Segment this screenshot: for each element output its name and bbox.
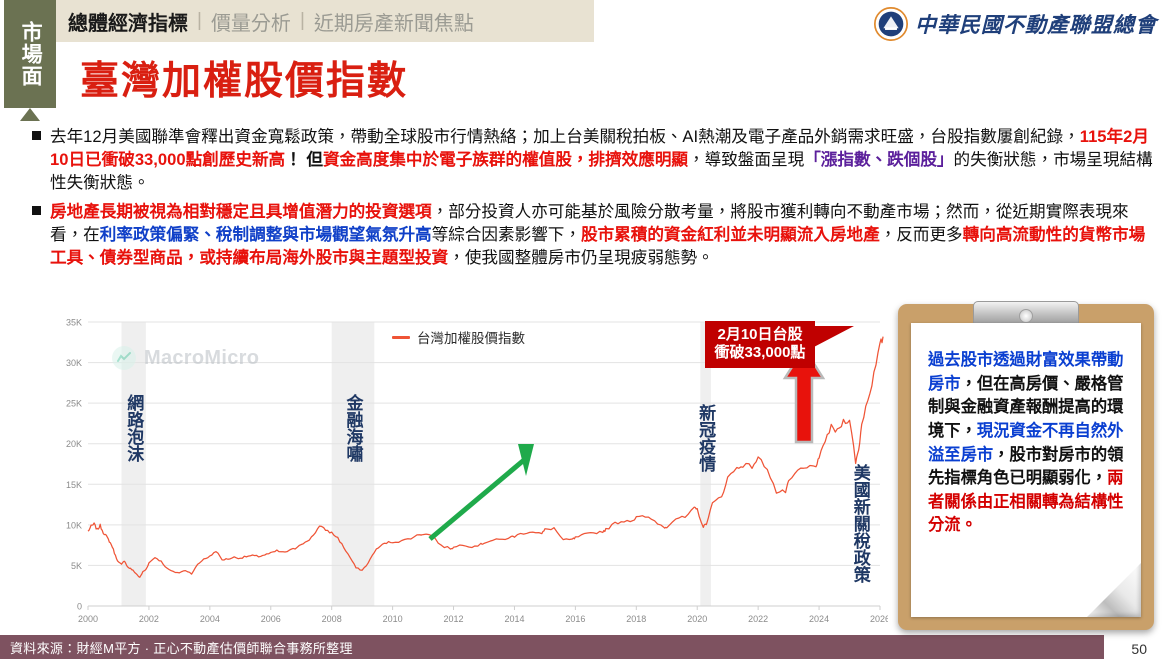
- bullet-1-run-3: 資金高度集中於電子族群的權值股，排擠效應明顯: [322, 150, 689, 170]
- svg-text:2014: 2014: [504, 614, 524, 624]
- svg-text:2000: 2000: [78, 614, 98, 624]
- svg-text:2004: 2004: [200, 614, 220, 624]
- nav-separator-1: |: [197, 10, 202, 31]
- annotation-label-us-new-tariff: 美國新關稅政策: [850, 464, 870, 583]
- svg-text:2008: 2008: [322, 614, 342, 624]
- chart-y-axis-labels: 0 5K 10K 15K 20K 25K 30K 35K: [66, 318, 82, 612]
- chart-x-axis-labels: 2000 2002 2004 2006 2008 2010 2012 2014 2016 2018…: [78, 606, 888, 624]
- band-label-covid-pandemic: 新冠疫情: [696, 404, 716, 472]
- svg-text:10K: 10K: [66, 520, 82, 530]
- clipboard-paper: 過去股市透過財富效果帶動房市，但在高房價、嚴格管制與金融資產報酬提高的環境下，現…: [911, 323, 1141, 617]
- svg-text:2006: 2006: [261, 614, 281, 624]
- svg-text:2016: 2016: [565, 614, 585, 624]
- svg-text:2018: 2018: [626, 614, 646, 624]
- bullet-item-2: 房地產長期被視為相對穩定且具增值潛力的投資選項，部分投資人亦可能基於風險分散考量…: [24, 200, 1154, 270]
- bullet-2-run-4: 股市累積的資金紅利並未明顯流入房地產: [581, 224, 880, 244]
- svg-text:2002: 2002: [139, 614, 159, 624]
- svg-text:2010: 2010: [383, 614, 403, 624]
- bullet-2-run-3: 等綜合因素影響下，: [431, 224, 581, 244]
- svg-text:20K: 20K: [66, 439, 82, 449]
- bullet-item-1: 去年12月美國聯準會釋出資金寬鬆政策，帶動全球股市行情熱絡；加上台美關稅拍板、A…: [24, 125, 1154, 195]
- note-run-1: ，但在高房價、嚴格管制與金融資產報酬提高的環境下，: [928, 374, 1124, 440]
- paper-curl-corner: [1087, 563, 1141, 617]
- note-run-0: 過去股市透過財富效果帶動房市: [928, 351, 1124, 393]
- callout-line-1: 2月10日台股: [717, 326, 803, 343]
- tab-macro-indicators[interactable]: 總體經濟指標: [68, 12, 188, 35]
- legend-swatch-taiex: [392, 335, 410, 339]
- bullet-square-icon: [32, 131, 41, 140]
- stock-index-chart: 0 5K 10K 15K 20K 25K 30K 35K 2000 2002 2004 2006 20…: [52, 316, 888, 634]
- bullet-2-run-7: ，使我國整體房市仍呈現疲弱態勢。: [448, 248, 714, 268]
- tab-price-volume-analysis[interactable]: 價量分析: [210, 12, 291, 35]
- svg-text:2026: 2026: [870, 614, 888, 624]
- svg-text:35K: 35K: [66, 318, 82, 328]
- bullet-square-icon: [32, 205, 41, 215]
- svg-text:30K: 30K: [66, 358, 82, 368]
- svg-text:2012: 2012: [444, 614, 464, 624]
- band-label-dotcom-bubble: 網路泡沫: [124, 394, 144, 462]
- footer-source-bar: 資料來源：財經M平方 · 正心不動產估價師聯合事務所整理: [0, 635, 1104, 659]
- clipboard-note: 過去股市透過財富效果帶動房市，但在高房價、嚴格管制與金融資產報酬提高的環境下，現…: [898, 301, 1154, 630]
- note-run-3: ，股市對房市的領先指標角色已明顯弱化，: [928, 445, 1124, 488]
- association-seal-icon: [874, 7, 908, 41]
- chart-legend: 台灣加權股價指數: [392, 327, 525, 347]
- note-run-2: 現況資金不再自然外溢至房市: [928, 421, 1124, 464]
- band-label-financial-crisis: 金融海嘯: [343, 394, 363, 462]
- bullet-2-run-1: ，部分投資人亦可能基於風險分散考量，將股市獲利轉向不動產市場；然而，從近期實際表…: [50, 201, 1129, 244]
- sidebar-tab-arrow-icon: [4, 108, 56, 126]
- bullet-1-run-0: 去年12月美國聯準會釋出資金寬鬆政策，帶動全球股市行情熱絡；加上台美關稅拍板、A…: [50, 127, 1080, 146]
- sidebar-section-tab-label: 市場面: [19, 21, 43, 87]
- footer-source-text: 資料來源：財經M平方 · 正心不動產估價師聯合事務所整理: [10, 640, 353, 656]
- svg-text:2024: 2024: [809, 614, 829, 624]
- svg-text:2020: 2020: [687, 614, 707, 624]
- top-nav-bar: 總體經濟指標 | 價量分析 | 近期房產新聞焦點: [56, 0, 594, 42]
- svg-text:5K: 5K: [71, 561, 82, 571]
- page-number: 50: [1131, 641, 1147, 657]
- bullet-2-run-6: 轉向高流動性的貨幣市場工具、債券型商品，或持續布局海外股市與主題型投資: [50, 224, 1146, 268]
- callout-line-2: 衝破33,000點: [714, 344, 806, 362]
- legend-label-taiex: 台灣加權股價指數: [417, 331, 525, 346]
- nav-separator-2: |: [299, 10, 305, 31]
- brand-logo: 中華民國不動產聯盟總會: [874, 4, 1157, 44]
- bullet-2-run-2: 利率政策偏緊、稅制調整與市場觀望氣氛升高: [99, 224, 432, 244]
- brand-name-text: 中華民國不動產聯盟總會: [915, 12, 1157, 37]
- page-title: 臺灣加權股價指數: [80, 60, 409, 103]
- bullet-1-run-1: 115年2月10日已衝破33,000點創歷史新高: [50, 127, 1149, 170]
- bullet-2-run-5: ，反而更多: [879, 224, 963, 244]
- sidebar-section-tab[interactable]: 市場面: [4, 0, 56, 108]
- bullet-1-run-5: 「漲指數、跌個股」: [804, 150, 954, 170]
- svg-text:25K: 25K: [66, 399, 82, 409]
- bullet-2-run-0: 房地產長期被視為相對穩定且具增值潛力的投資選項: [50, 201, 432, 221]
- bullet-1-run-2: ！ 但: [285, 150, 323, 170]
- svg-text:15K: 15K: [66, 480, 82, 490]
- green-down-arrow-icon: [428, 444, 534, 541]
- svg-text:2022: 2022: [748, 614, 768, 624]
- bullet-1-run-6: 的失衡狀態，市場呈現結構性失衡狀態。: [50, 150, 1153, 193]
- tab-recent-property-news[interactable]: 近期房產新聞焦點: [313, 12, 474, 35]
- svg-text:0: 0: [77, 602, 82, 612]
- bullet-1-run-4: ，導致盤面呈現: [688, 150, 805, 170]
- body-content: 去年12月美國聯準會釋出資金寬鬆政策，帶動全球股市行情熱絡；加上台美關稅拍板、A…: [24, 125, 1154, 274]
- note-run-4: 兩者關係由正相關轉為結構性分流。: [928, 469, 1124, 535]
- clipboard-note-text: 過去股市透過財富效果帶動房市，但在高房價、嚴格管制與金融資產報酬提高的環境下，現…: [928, 349, 1124, 538]
- callout-pointer-tail: [812, 326, 854, 348]
- macromicro-watermark-text: MacroMicro: [144, 346, 260, 369]
- macromicro-logo-icon: [112, 346, 136, 370]
- chart-shaded-bands: [121, 322, 711, 606]
- callout-record-high: 2月10日台股 衝破33,000點: [705, 321, 815, 368]
- chart-series-line: [87, 336, 884, 578]
- macromicro-watermark: MacroMicro: [112, 346, 259, 370]
